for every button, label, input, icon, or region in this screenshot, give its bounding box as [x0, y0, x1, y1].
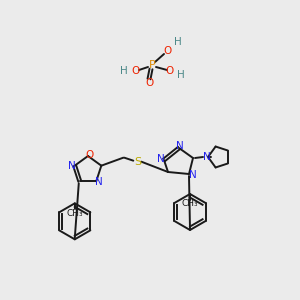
Text: N: N	[203, 152, 211, 162]
Text: N: N	[157, 154, 165, 164]
Text: H: H	[120, 66, 128, 76]
Text: N: N	[176, 141, 184, 151]
Text: S: S	[134, 157, 141, 167]
Text: O: O	[146, 78, 154, 88]
Text: N: N	[189, 170, 197, 180]
Text: P: P	[148, 60, 155, 70]
Text: O: O	[85, 150, 93, 160]
Text: CH₃: CH₃	[182, 200, 198, 208]
Text: O: O	[132, 66, 140, 76]
Text: O: O	[166, 66, 174, 76]
Text: O: O	[163, 46, 171, 56]
Text: N: N	[95, 177, 103, 187]
Text: N: N	[68, 161, 76, 171]
Text: H: H	[174, 37, 182, 47]
Text: H: H	[177, 70, 185, 80]
Text: CH₃: CH₃	[67, 209, 83, 218]
